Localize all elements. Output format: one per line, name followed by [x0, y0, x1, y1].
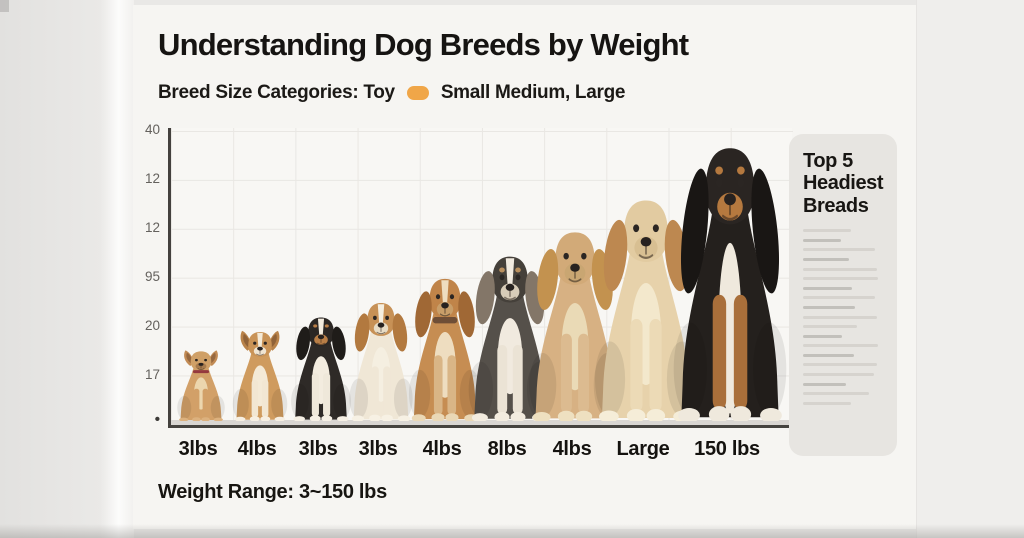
dog-tan-hound	[404, 274, 486, 421]
dog-svg	[291, 317, 351, 421]
sidebar-text-lines	[803, 229, 885, 405]
dog-black-and-tan-coonhound	[666, 139, 794, 421]
backdrop-light-streak	[100, 0, 134, 538]
sidebar-text-line	[803, 401, 851, 405]
sidebar-text-line	[803, 257, 849, 261]
dog-svg	[529, 232, 621, 421]
legend-text-suffix: Small Medium, Large	[440, 82, 626, 103]
dog-corgi	[229, 329, 291, 421]
dog-tricolor-terrier	[287, 314, 355, 421]
x-axis-label: 3lbs	[178, 438, 218, 460]
weight-range-text: Weight Range: 3~150 lbs	[158, 481, 387, 503]
sidebar-text-line	[803, 286, 853, 290]
sidebar-text-line	[803, 229, 851, 233]
x-axis-label: 3lbs	[358, 438, 398, 460]
x-axis-label: Large	[616, 438, 670, 460]
sidebar-text-line	[803, 334, 843, 338]
x-axis-label: 3lbs	[298, 438, 338, 460]
sidebar-text-line	[803, 373, 874, 377]
sidebar-text-line	[803, 305, 856, 309]
sidebar-text-line	[803, 325, 858, 329]
x-axis-label: 8lbs	[487, 438, 527, 460]
page-title: Understanding Dog Breeds by Weight	[158, 27, 689, 62]
dog-beagle	[345, 299, 417, 421]
legend-text-prefix: Breed Size Categories: Toy	[158, 82, 395, 103]
sidebar-text-line	[803, 238, 841, 242]
y-tick-label: 12	[144, 170, 160, 186]
x-axis-baseline	[171, 425, 799, 428]
x-axis-labels: 3lbs 4lbs 3lbs 3lbs 4lbs 8lbs 4lbs Large 150 lbs	[168, 438, 808, 468]
dog-svg	[673, 148, 787, 421]
chart-plot: 40 12 12 95 20 17 •	[145, 122, 799, 428]
sidebar-text-line	[803, 267, 877, 271]
backdrop-left-gradient	[0, 0, 103, 538]
x-axis-label: 4lbs	[237, 438, 277, 460]
x-axis-label: 150 lbs	[694, 438, 760, 460]
sidebar-panel: Top 5 Headiest Breads	[789, 134, 897, 456]
sidebar-text-line	[803, 392, 869, 396]
sidebar-text-line	[803, 296, 876, 300]
x-axis-platform	[171, 420, 795, 425]
legend-row: Breed Size Categories: Toy Small Medium,…	[158, 82, 625, 104]
sidebar-text-line	[803, 248, 876, 252]
axis-origin-dot: •	[154, 411, 160, 428]
sidebar-title: Top 5 Headiest Breads	[803, 150, 884, 217]
y-tick-label: 20	[144, 317, 160, 333]
dog-svg	[232, 330, 288, 421]
sidebar-text-line	[803, 315, 877, 319]
y-tick-label: 40	[144, 122, 160, 137]
dog-chihuahua	[174, 349, 228, 421]
backdrop-corner-shadow	[0, 0, 9, 12]
dog-cream-hound	[588, 193, 704, 421]
legend-swatch	[406, 86, 429, 100]
dog-svg	[177, 350, 225, 421]
y-tick-label: 17	[144, 366, 160, 382]
sidebar-text-line	[803, 353, 854, 357]
sidebar-text-line	[803, 277, 879, 281]
dog-svg	[349, 303, 413, 421]
backdrop-bottom-shadow	[0, 524, 1024, 538]
y-tick-label: 12	[144, 219, 160, 235]
sidebar-text-line	[803, 363, 877, 367]
x-axis-label: 4lbs	[552, 438, 592, 460]
backdrop-right-gradient	[916, 0, 1024, 538]
dog-yellow-hound	[523, 226, 627, 421]
dog-svg	[594, 200, 698, 421]
x-axis-label: 4lbs	[422, 438, 462, 460]
sidebar-text-line	[803, 344, 879, 348]
y-tick-label: 95	[144, 268, 160, 284]
sidebar-text-line	[803, 382, 846, 386]
dog-svg	[408, 278, 482, 421]
